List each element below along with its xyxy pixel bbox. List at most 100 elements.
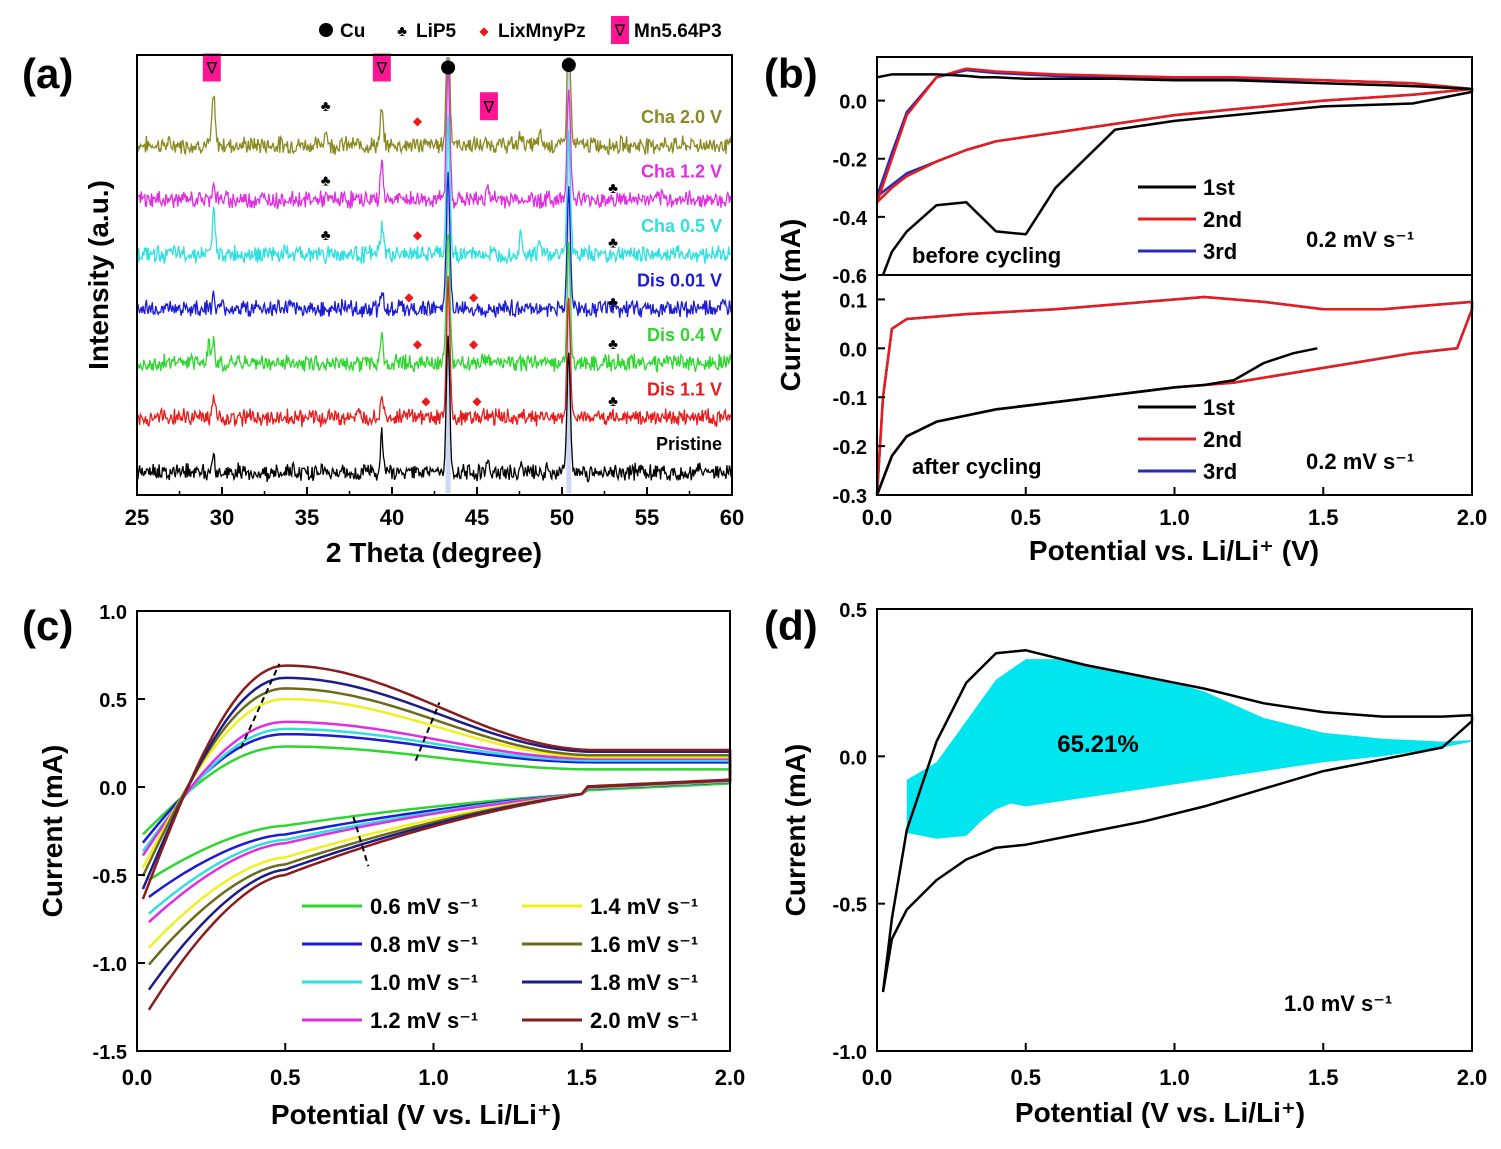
lip5-marker: ♣ <box>608 294 618 311</box>
legend-label: Mn5.64P3 <box>634 21 722 42</box>
y-tick-label: -0.3 <box>833 486 867 508</box>
x-tick-label: 2.0 <box>1457 505 1488 530</box>
panel-a-label: (a) <box>22 50 73 97</box>
x-tick-label: 30 <box>210 505 234 530</box>
legend-label: 1.6 mV s⁻¹ <box>590 932 698 957</box>
panel-c: (c) 1.00.50.0-0.5-1.0-1.50.0 0.5 1.0 1.5 2.0… <box>22 602 745 1130</box>
lixmnypz-marker: ◆ <box>413 337 423 351</box>
lip5-marker: ♣ <box>608 393 618 410</box>
y-tick-label: 0.0 <box>839 339 867 361</box>
legend-mn-symbol <box>611 16 629 44</box>
y-tick-label: 0.5 <box>839 600 867 622</box>
panel-b-ann-bottom: after cycling <box>912 454 1042 479</box>
legend-label: 0.6 mV s⁻¹ <box>370 894 478 919</box>
xrd-trace-label: Pristine <box>656 434 722 454</box>
legend-label: 1st <box>1203 395 1235 420</box>
panel-b-legend-bottom: 1st 2nd 3rd <box>1138 395 1242 484</box>
panel-c-legend: 0.6 mV s⁻¹ 0.8 mV s⁻¹ 1.0 mV s⁻¹ 1.2 mV s⁻¹… <box>302 894 698 1033</box>
peak-shift-guide <box>414 702 441 761</box>
mn-phase-marker-glyph: ∇ <box>205 61 217 78</box>
panel-d: (d) 0.50.0-0.5-1.00.0 0.5 1.0 1.5 2.0 65.21%… <box>764 600 1487 1128</box>
x-tick-label: 1.0 <box>1159 1065 1190 1090</box>
legend-label: 1.2 mV s⁻¹ <box>370 1008 478 1033</box>
xrd-trace-label: Dis 1.1 V <box>647 380 722 400</box>
legend-label: 0.8 mV s⁻¹ <box>370 932 478 957</box>
x-tick-label: 50 <box>550 505 574 530</box>
x-tick-label: 2.0 <box>715 1065 746 1090</box>
x-tick-label: 0.5 <box>270 1065 301 1090</box>
y-tick-label: 0.1 <box>839 290 867 312</box>
x-tick-label: 2.0 <box>1457 1065 1488 1090</box>
panel-b-ylabel: Current (mA) <box>775 219 806 392</box>
panel-a: (a) Cu ♣ LiP5 ◆ LixMnyPz ∇ Mn5.64P3 Cha 2.0 VC… <box>22 16 744 568</box>
panel-c-ticks: 1.00.50.0-0.5-1.0-1.50.0 0.5 1.0 1.5 2.0 <box>93 602 746 1090</box>
lip5-marker: ♣ <box>321 227 331 244</box>
y-tick-label: 0.0 <box>99 778 127 800</box>
xrd-trace-label: Dis 0.01 V <box>637 271 722 291</box>
y-tick-label: -0.6 <box>833 266 867 288</box>
panel-d-label: (d) <box>764 602 818 649</box>
x-tick-label: 1.5 <box>1308 505 1339 530</box>
lixmnypz-marker: ◆ <box>404 290 414 304</box>
x-tick-label: 1.0 <box>418 1065 449 1090</box>
panel-a-top-legend: Cu ♣ LiP5 ◆ LixMnyPz ∇ Mn5.64P3 <box>319 16 722 44</box>
xrd-trace <box>136 60 733 210</box>
xrd-trace <box>136 335 733 483</box>
panel-a-xlabel: 2 Theta (degree) <box>326 537 542 568</box>
y-tick-label: -1.0 <box>93 954 127 976</box>
y-tick-label: -0.2 <box>833 437 867 459</box>
legend-label: 2nd <box>1203 427 1242 452</box>
y-tick-label: 0.0 <box>839 92 867 114</box>
legend-label: Cu <box>340 21 365 42</box>
xrd-trace-label: Dis 0.4 V <box>647 325 722 345</box>
legend-label: LiP5 <box>416 21 457 42</box>
lip5-marker: ♣ <box>321 98 331 115</box>
y-tick-label: 1.0 <box>99 602 127 624</box>
legend-label: 1.8 mV s⁻¹ <box>590 970 698 995</box>
cv-curve <box>876 73 1474 276</box>
lixmnypz-marker: ◆ <box>469 337 479 351</box>
x-tick-label: 0.0 <box>862 1065 893 1090</box>
legend-mn-glyph: ∇ <box>614 23 626 40</box>
y-tick-label: -1.0 <box>833 1042 867 1064</box>
y-tick-label: -0.1 <box>833 388 867 410</box>
xrd-trace <box>136 57 733 156</box>
capacitive-area <box>906 659 1472 839</box>
peak-shift-guide <box>239 663 281 749</box>
y-tick-label: 0.0 <box>839 747 867 769</box>
x-tick-label: 1.5 <box>1308 1065 1339 1090</box>
panel-b-rate-top: 0.2 mV s⁻¹ <box>1306 227 1414 252</box>
xrd-trace <box>136 171 733 318</box>
legend-label: 1.0 mV s⁻¹ <box>370 970 478 995</box>
x-tick-label: 35 <box>295 505 319 530</box>
x-tick-label: 0.0 <box>862 505 893 530</box>
panel-d-xlabel: Potential (V vs. Li/Li⁺) <box>1015 1097 1305 1128</box>
x-tick-label: 60 <box>720 505 744 530</box>
mn-phase-marker <box>202 53 221 82</box>
xrd-trace <box>136 114 733 266</box>
panel-a-plot: Cha 2.0 V Cha 1.2 V Cha 0.5 V Dis 0.01 V Dis… <box>136 53 733 493</box>
x-tick-label: 40 <box>380 505 404 530</box>
lip5-marker: ♣ <box>608 180 618 197</box>
lixmnypz-marker: ◆ <box>413 228 423 242</box>
panel-d-rate: 1.0 mV s⁻¹ <box>1284 991 1392 1016</box>
panel-d-percentage: 65.21% <box>1057 731 1138 758</box>
xrd-trace-label: Cha 1.2 V <box>641 162 722 182</box>
x-tick-label: 25 <box>125 505 149 530</box>
panel-a-ylabel: Intensity (a.u.) <box>83 180 114 370</box>
cv-curve <box>875 67 1474 204</box>
x-tick-label: 0.5 <box>1010 1065 1041 1090</box>
lixmnypz-marker: ◆ <box>421 394 431 408</box>
panel-b-xlabel: Potential vs. Li/Li⁺ (V) <box>1029 535 1319 566</box>
legend-label: 2.0 mV s⁻¹ <box>590 1008 698 1033</box>
panel-b-legend-top: 1st 2nd 3rd <box>1138 175 1242 264</box>
y-tick-label: -0.2 <box>833 150 867 172</box>
y-tick-label: -0.4 <box>833 208 868 230</box>
panel-c-plot <box>141 663 732 1011</box>
y-tick-label: -0.5 <box>93 866 127 888</box>
panel-d-ylabel: Current (mA) <box>780 744 811 917</box>
xrd-trace <box>136 233 733 374</box>
x-tick-label: 1.0 <box>1159 505 1190 530</box>
panel-b-rate-bottom: 0.2 mV s⁻¹ <box>1306 449 1414 474</box>
